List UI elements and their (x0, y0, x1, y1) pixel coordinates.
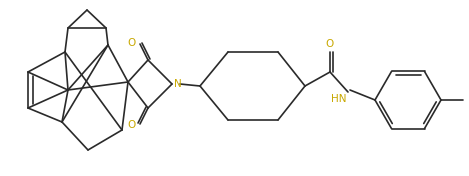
Text: O: O (326, 39, 334, 49)
Text: O: O (128, 38, 136, 48)
Text: N: N (174, 79, 182, 89)
Text: HN: HN (331, 94, 346, 104)
Text: O: O (128, 120, 136, 130)
